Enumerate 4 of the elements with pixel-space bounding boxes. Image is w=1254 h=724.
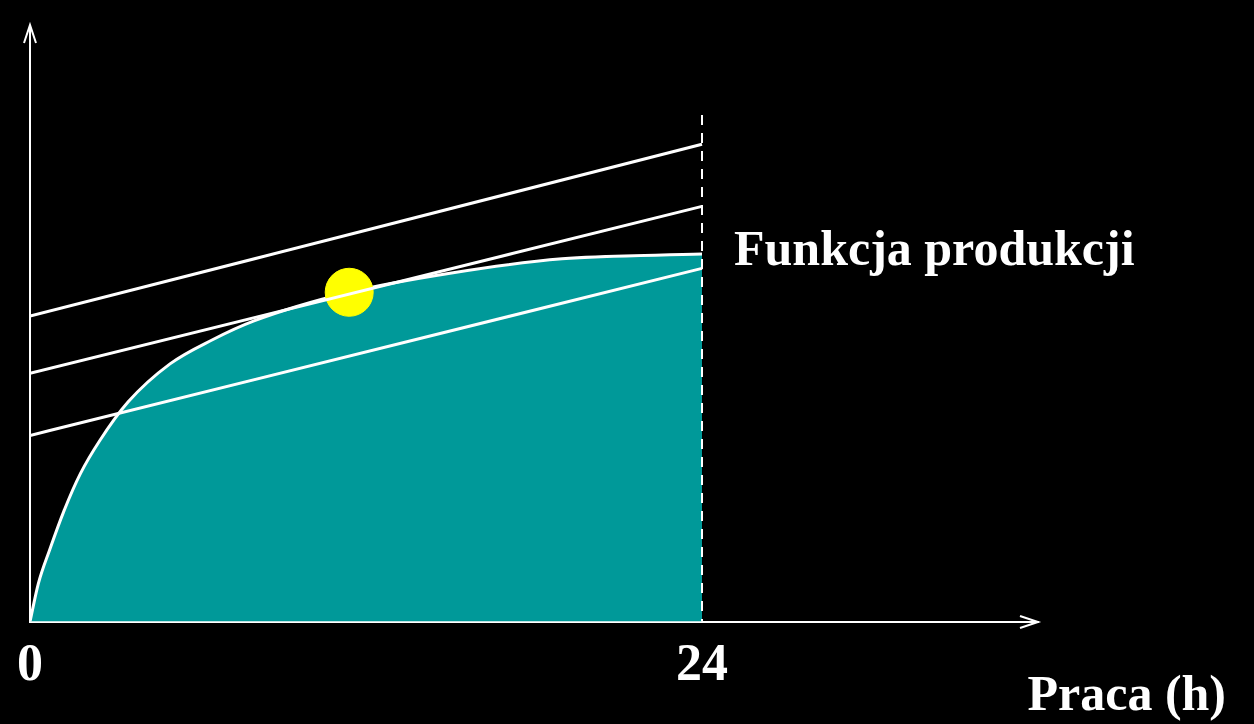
series-label: Funkcja produkcji (734, 220, 1135, 277)
x-tick-label: 0 (17, 634, 43, 692)
x-tick-label: 24 (676, 634, 728, 692)
x-axis-title: Praca (h) (1027, 665, 1226, 721)
